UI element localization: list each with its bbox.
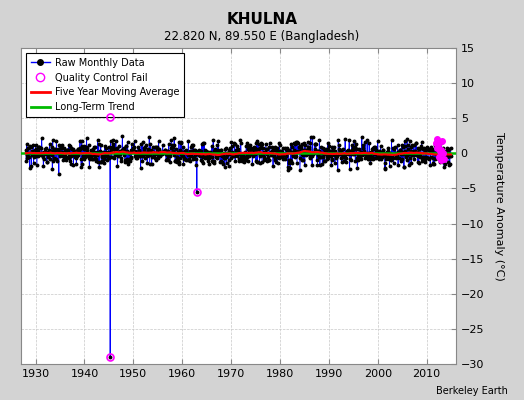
Legend: Raw Monthly Data, Quality Control Fail, Five Year Moving Average, Long-Term Tren: Raw Monthly Data, Quality Control Fail, … [26, 53, 184, 117]
Y-axis label: Temperature Anomaly (°C): Temperature Anomaly (°C) [494, 132, 504, 280]
Text: 22.820 N, 89.550 E (Bangladesh): 22.820 N, 89.550 E (Bangladesh) [165, 30, 359, 43]
Text: KHULNA: KHULNA [226, 12, 298, 27]
Text: Berkeley Earth: Berkeley Earth [436, 386, 508, 396]
